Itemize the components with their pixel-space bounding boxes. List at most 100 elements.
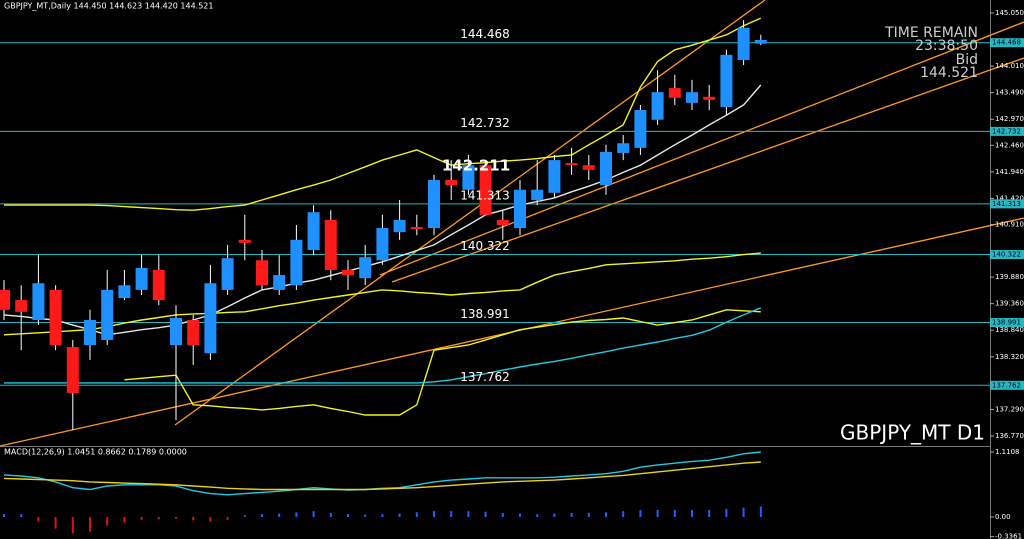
candle-body <box>582 165 595 170</box>
y-tick-label: 136.770 <box>995 432 1024 440</box>
y-tick-label: 0.00 <box>995 513 1011 521</box>
candle-body <box>15 300 28 312</box>
candle-body <box>118 285 131 299</box>
level-tag-label: 141.313 <box>992 200 1021 208</box>
trendline <box>391 57 1024 283</box>
y-tick-label: 139.880 <box>995 273 1024 281</box>
candle-body <box>324 219 337 270</box>
candle-body <box>273 275 286 290</box>
level-label: 140.322 <box>460 239 510 253</box>
candle-body <box>634 110 647 148</box>
chart-header: GBPJPY_MT,Daily 144.450 144.623 144.420 … <box>4 2 213 11</box>
level-label: 142.732 <box>460 116 510 130</box>
candle-body <box>32 283 45 321</box>
candle-body <box>720 54 733 107</box>
level-tag <box>990 199 1024 209</box>
trendlines <box>0 0 1024 447</box>
level-tag <box>990 38 1024 48</box>
y-tick-label: 138.320 <box>995 353 1024 361</box>
candle-body <box>617 143 630 153</box>
candle-body <box>84 320 96 346</box>
level-tag-label: 144.468 <box>992 39 1021 47</box>
level-label: 144.468 <box>460 27 510 41</box>
y-tick-label: 144.010 <box>995 62 1024 70</box>
candle-body <box>204 283 217 354</box>
candle-body <box>66 347 79 394</box>
level-label: 137.762 <box>460 370 510 384</box>
y-tick-label: 140.910 <box>995 220 1024 228</box>
candle-body <box>101 289 114 340</box>
candle-body <box>307 212 320 251</box>
candle-body <box>342 269 354 276</box>
indicator-line <box>124 309 761 416</box>
level-tag <box>990 250 1024 260</box>
indicator-line <box>3 461 761 491</box>
level-label: 141.313 <box>460 188 510 202</box>
y-tick-label: 145.050 <box>995 9 1024 17</box>
trendline <box>174 0 766 426</box>
timer: 23:38:50 <box>915 38 978 54</box>
indicator-line <box>3 84 762 336</box>
indicator-line <box>4 307 762 384</box>
candle-body <box>410 227 423 230</box>
candle-body <box>531 189 544 200</box>
bid-label: Bid <box>956 52 978 68</box>
candle-body <box>359 257 372 279</box>
candle-body <box>479 165 492 215</box>
indicator-line <box>3 252 761 336</box>
candle-body <box>376 228 389 261</box>
trendline <box>379 21 1024 276</box>
candle-body <box>703 96 716 100</box>
level-label: 138.991 <box>460 307 510 321</box>
candle-body <box>187 320 200 346</box>
level-tag <box>990 126 1024 136</box>
candle-body <box>462 165 475 190</box>
candle-body <box>496 219 509 225</box>
y-tick-label: 141.940 <box>995 168 1024 176</box>
level-tag-label: 138.991 <box>992 319 1021 327</box>
candle-body <box>445 180 458 186</box>
y-tick-label: -0.3361 <box>995 533 1022 539</box>
indicator-line <box>4 17 762 211</box>
candle-body <box>737 27 750 60</box>
candle-body <box>600 151 612 186</box>
candle-body <box>393 219 406 233</box>
level-tag <box>990 380 1024 390</box>
candle-body <box>651 92 664 120</box>
candle-body <box>428 180 440 229</box>
candle-body <box>668 88 681 98</box>
y-tick-label: 138.840 <box>995 326 1024 334</box>
candle-body <box>49 289 62 346</box>
candle-body <box>514 189 526 229</box>
annotation: 142.211 <box>442 157 510 175</box>
candle-body <box>135 267 148 290</box>
y-tick-label: 142.460 <box>995 141 1024 149</box>
candle-body <box>548 160 561 193</box>
y-tick-label: 137.290 <box>995 405 1024 413</box>
macd-title: MACD(12,26,9) 1.0451 0.8662 0.1789 0.000… <box>4 448 187 457</box>
candle-body <box>256 260 268 286</box>
y-tick-label: 139.360 <box>995 300 1024 308</box>
symbol-label: GBPJPY_MT D1 <box>840 421 985 445</box>
candle-body <box>754 40 767 44</box>
candle-body <box>686 92 698 103</box>
y-tick-label: 143.490 <box>995 89 1024 97</box>
y-tick-label: 141.420 <box>995 194 1024 202</box>
candle-body <box>238 239 251 243</box>
level-tag-label: 140.322 <box>992 251 1021 259</box>
bid: 144.521 <box>920 65 978 81</box>
candle-body <box>221 258 234 290</box>
level-tag <box>990 318 1024 328</box>
candle-body <box>152 269 165 301</box>
candle-body <box>170 317 182 346</box>
y-tick-label: 1.1108 <box>995 448 1020 456</box>
candle-body <box>565 163 578 166</box>
level-tag-label: 142.732 <box>992 127 1021 135</box>
y-tick-label: 142.970 <box>995 115 1024 123</box>
candle-body <box>0 289 10 310</box>
timer-title: TIME REMAIN <box>884 25 978 41</box>
candle-body <box>290 239 303 286</box>
level-tag-label: 137.762 <box>992 381 1021 389</box>
